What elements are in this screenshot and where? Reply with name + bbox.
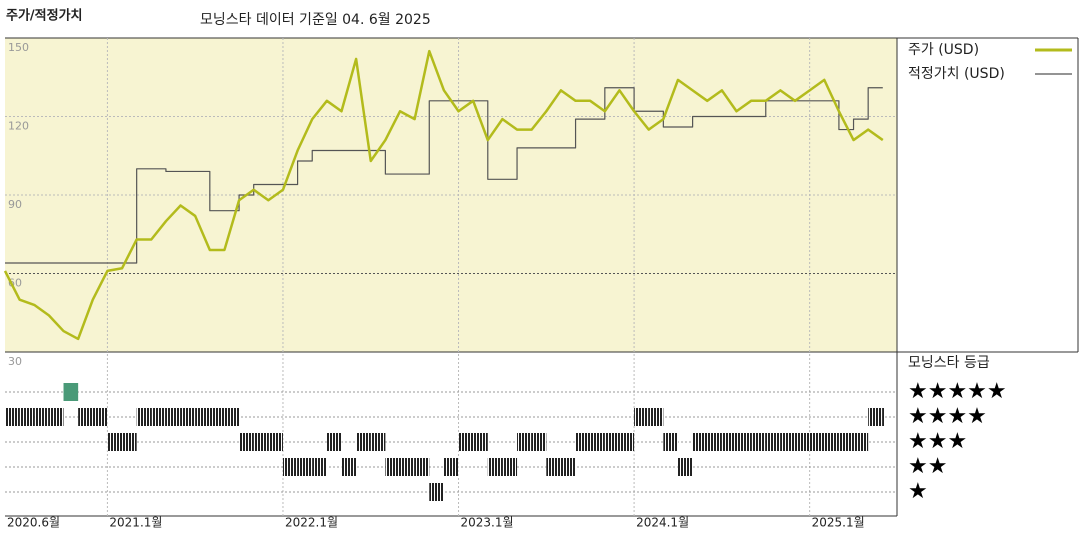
rating-bar [34,408,49,426]
rating-bar [122,433,137,451]
rating-bar [560,458,576,476]
rating-bar [136,408,152,426]
rating-bar [531,433,547,451]
rating-bar [5,408,20,426]
rating-bar [648,408,664,426]
rating-bar [677,458,693,476]
rating-bar [721,433,737,451]
rating-bar [868,408,883,426]
rating-bar [765,433,781,451]
rating-bar [78,408,93,426]
chart-subtitle: 모닝스타 데이터 기준일 04. 6월 2025 [200,12,431,28]
y-tick-label: 90 [8,198,22,211]
rating-bar [224,408,240,426]
rating-bar [795,433,810,451]
rating-bar [590,433,605,451]
rating-bar [634,408,649,426]
y-tick-label: 120 [8,120,29,133]
rating-bar [575,433,591,451]
rating-bar [429,483,444,501]
rating-bar [268,433,283,451]
rating-bar [341,458,357,476]
rating-bar [282,458,298,476]
rating-label: ★ [908,479,928,504]
x-tick-label: 2022.1월 [285,516,338,530]
rating-label: ★★ [908,454,947,479]
rating-bar [736,433,752,451]
rating-label: ★★★★ [908,404,987,429]
legend-label: 적정가치 (USD) [908,66,1005,82]
rating-bar [165,408,181,426]
rating-bar [517,433,532,451]
rating-bar [19,408,35,426]
rating-bar [707,433,722,451]
rating-bar [853,433,869,451]
rating-bar [195,408,210,426]
rating-bar [370,433,386,451]
frame [5,37,1079,517]
x-tick-label: 2023.1월 [461,516,514,530]
x-tick-label: 2024.1월 [636,516,689,530]
rating-bar [882,408,885,426]
rating-bar [751,433,766,451]
rating-bar [326,433,342,451]
y-tick-label: 30 [8,355,22,368]
rating-bar [400,458,415,476]
rating-bar [546,458,561,476]
rating-bar [63,383,79,401]
rating-bar [107,433,123,451]
rating-bar [180,408,196,426]
rating-bar [663,433,678,451]
rating-bar [239,433,254,451]
series-line [5,87,883,264]
rating-bar [838,433,854,451]
rating-bar [458,433,474,451]
x-tick-label: 2020.6월 [7,516,60,530]
rating-bar [209,408,225,426]
rating-bar [824,433,839,451]
rating-bar [443,458,459,476]
rating-bar [385,458,401,476]
rating-label: ★★★ [908,429,967,454]
rating-label: ★★★★★ [908,379,1007,404]
rating-bar [92,408,108,426]
rating-bar [473,433,488,451]
chart-title: 주가/적정가치 [6,8,83,24]
rating-bar [312,458,327,476]
rating-bar [356,433,371,451]
rating-bar [780,433,796,451]
x-tick-label: 2021.1월 [109,516,162,530]
rating-bar [604,433,620,451]
y-tick-label: 150 [8,41,29,54]
rating-bar [809,433,825,451]
rating-bar [48,408,64,426]
rating-bar [487,458,503,476]
legend-label: 주가 (USD) [908,42,979,58]
rating-bar [297,458,313,476]
rating-bar [253,433,269,451]
rating-title: 모닝스타 등급 [908,355,990,371]
rating-bar [692,433,708,451]
rating-bar [502,458,518,476]
rating-bar [151,408,166,426]
x-tick-label: 2025.1월 [812,516,865,530]
rating-bar [619,433,635,451]
series-line [3,49,884,341]
rating-bar [414,458,430,476]
